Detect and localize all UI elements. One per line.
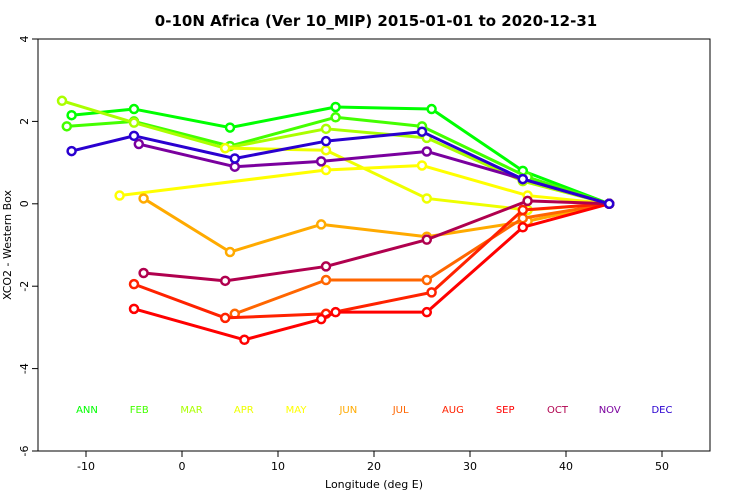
data-point	[138, 267, 149, 279]
series-line-aug	[133, 202, 610, 320]
data-point	[320, 164, 332, 176]
data-point	[224, 246, 236, 258]
legend-item: MAY	[286, 405, 308, 416]
data-point	[421, 274, 433, 286]
data-point	[517, 222, 529, 233]
data-point	[426, 287, 437, 298]
data-point	[315, 313, 327, 325]
x-tick-label: 10	[271, 460, 285, 473]
data-point	[138, 193, 149, 204]
data-point	[421, 193, 433, 204]
data-point	[517, 204, 529, 216]
legend-item: NOV	[599, 405, 621, 416]
data-point	[219, 142, 231, 154]
data-point	[517, 173, 529, 185]
series-sep	[128, 198, 615, 346]
data-point	[522, 195, 533, 207]
y-tick-label: -2	[18, 281, 31, 292]
legend-item: APR	[234, 405, 254, 416]
data-point	[517, 212, 529, 224]
data-point	[66, 145, 77, 157]
data-point	[426, 103, 437, 115]
legend: ANN FEB MAR APR MAY JUN JUL AUG SEP OCT NOV DEC	[76, 405, 672, 416]
x-tick-label: -10	[77, 460, 95, 473]
y-tick-label: 2	[18, 118, 31, 125]
x-axis: -10 0 10 20 30 40 50	[77, 451, 669, 473]
data-point	[320, 144, 332, 156]
y-tick-label: -6	[18, 446, 31, 457]
data-point	[128, 117, 140, 128]
data-point	[224, 122, 236, 133]
data-point	[61, 121, 73, 132]
data-point	[128, 130, 140, 142]
legend-item: ANN	[76, 405, 98, 416]
data-point	[320, 274, 332, 286]
data-point	[133, 138, 145, 150]
series-line-oct	[143, 199, 610, 283]
data-point	[315, 156, 327, 167]
y-axis: -6 -4 -2 0 2 4	[18, 36, 38, 457]
data-point	[66, 109, 77, 121]
data-point	[330, 112, 341, 123]
data-point	[330, 306, 341, 318]
y-tick-label: 4	[18, 36, 31, 43]
data-point	[229, 161, 241, 172]
legend-item: DEC	[651, 405, 672, 416]
data-point	[330, 101, 341, 113]
data-point	[128, 303, 140, 315]
legend-item: OCT	[547, 405, 569, 416]
data-point	[421, 234, 433, 245]
data-point	[421, 306, 433, 318]
legend-item: MAR	[180, 405, 202, 416]
data-point	[56, 95, 68, 107]
data-point	[320, 261, 332, 272]
data-point	[219, 275, 231, 287]
legend-item: SEP	[496, 405, 515, 416]
data-point	[128, 278, 140, 290]
y-tick-label: -4	[18, 363, 31, 374]
x-axis-label: Longitude (deg E)	[325, 478, 423, 491]
legend-item: JUL	[392, 405, 409, 416]
legend-item: FEB	[130, 405, 149, 416]
series-line-jun	[142, 197, 610, 254]
x-tick-label: 0	[179, 460, 186, 473]
x-tick-label: 30	[463, 460, 477, 473]
data-point	[320, 135, 332, 147]
data-point	[219, 312, 231, 324]
data-point	[128, 103, 140, 115]
data-point	[603, 198, 615, 210]
data-point	[320, 123, 332, 135]
x-tick-label: 40	[559, 460, 573, 473]
data-point	[239, 334, 250, 346]
data-point	[416, 160, 428, 171]
legend-item: AUG	[442, 405, 464, 416]
data-point	[315, 219, 327, 230]
y-axis-label: XCO2 - Western Box	[1, 189, 14, 300]
series-dec	[66, 126, 615, 210]
series-jul	[229, 198, 615, 320]
x-tick-label: 20	[367, 460, 381, 473]
series-layer	[56, 95, 615, 346]
legend-item: JUN	[338, 405, 357, 416]
y-tick-label: 0	[18, 200, 31, 207]
x-tick-label: 50	[655, 460, 669, 473]
data-point	[421, 146, 433, 157]
data-point	[229, 153, 241, 164]
data-point	[416, 126, 428, 137]
chart-title: 0-10N Africa (Ver 10_MIP) 2015-01-01 to …	[155, 12, 597, 30]
data-point	[114, 190, 125, 201]
